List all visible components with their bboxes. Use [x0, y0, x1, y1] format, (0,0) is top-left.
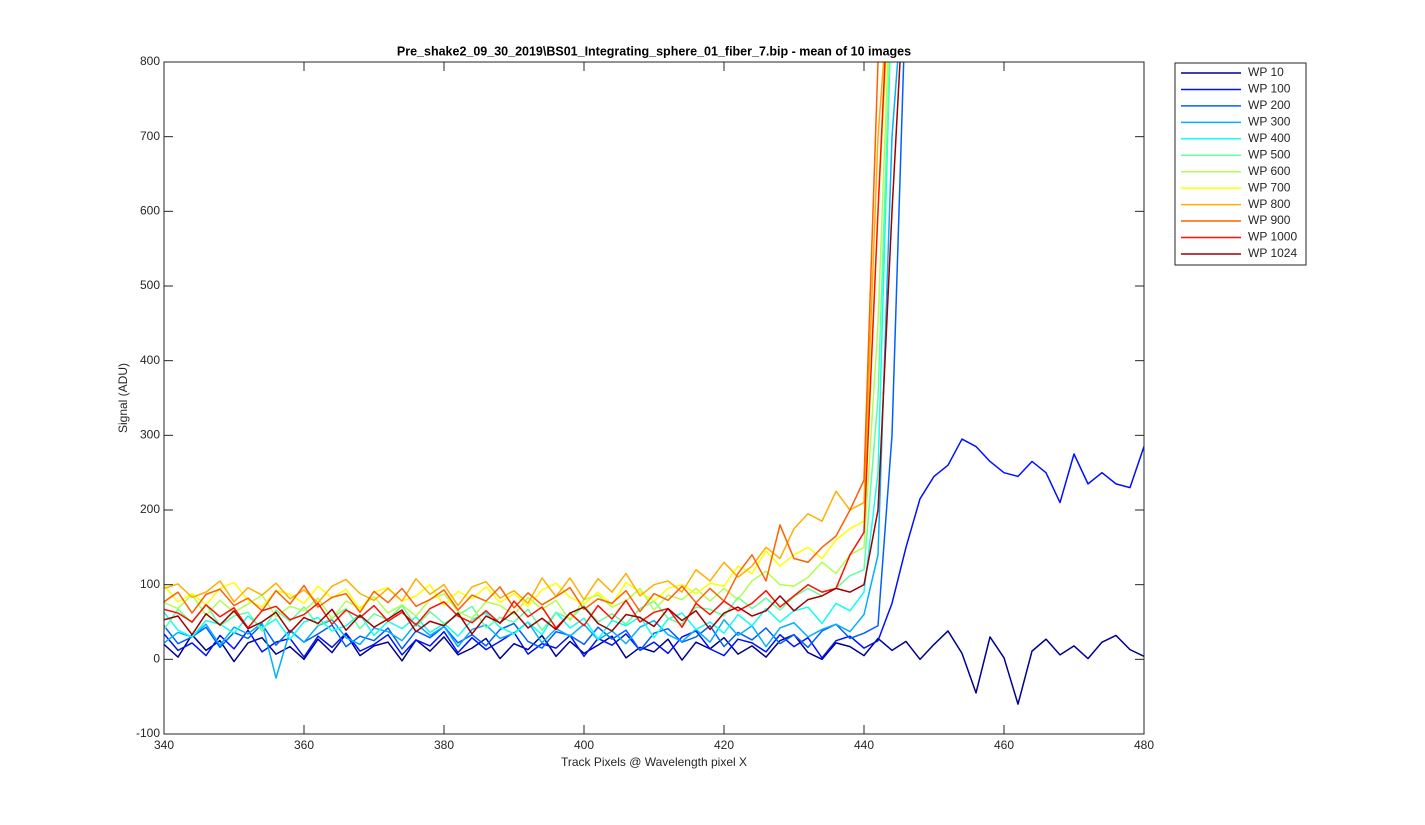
chart-title: Pre_shake2_09_30_2019\BS01_Integrating_s… [397, 44, 911, 58]
series-line [164, 62, 886, 629]
y-tick-label: 100 [140, 577, 160, 591]
legend-label: WP 400 [1248, 131, 1291, 145]
y-tick-label: 600 [140, 204, 160, 218]
legend-label: WP 200 [1248, 98, 1291, 112]
series-line [164, 62, 889, 622]
series-line [164, 62, 879, 614]
y-tick-label: 800 [140, 54, 160, 68]
legend-label: WP 800 [1248, 197, 1291, 211]
series-line [164, 62, 891, 632]
legend-label: WP 900 [1248, 213, 1291, 227]
x-axis-label: Track Pixels @ Wavelength pixel X [561, 755, 747, 769]
y-tick-label: 200 [140, 502, 160, 516]
x-tick-label: 480 [1134, 738, 1154, 752]
series-line [164, 62, 901, 636]
x-tick-label: 360 [294, 738, 314, 752]
y-tick-label: 700 [140, 129, 160, 143]
y-axis-label: Signal (ADU) [116, 363, 130, 433]
series-line [164, 62, 891, 640]
series-line [164, 630, 1144, 705]
legend-label: WP 100 [1248, 82, 1291, 96]
legend-box [1174, 62, 1307, 266]
series-line [164, 438, 1144, 659]
y-tick-label: 0 [153, 652, 160, 666]
legend-label: WP 1000 [1248, 230, 1297, 244]
x-tick-label: 380 [434, 738, 454, 752]
series-line [164, 62, 885, 607]
y-tick-label: 300 [140, 428, 160, 442]
axes-box [163, 61, 1145, 735]
y-tick-label: 500 [140, 278, 160, 292]
legend-label: WP 10 [1248, 65, 1284, 79]
x-tick-label: 340 [154, 738, 174, 752]
plot-lines [164, 62, 1144, 705]
x-tick-label: 460 [994, 738, 1014, 752]
y-tick-label: -100 [136, 726, 160, 740]
legend-label: WP 1024 [1248, 246, 1297, 260]
series-line [164, 62, 905, 652]
legend-label: WP 300 [1248, 115, 1291, 129]
y-tick-label: 400 [140, 353, 160, 367]
legend-label: WP 500 [1248, 147, 1291, 161]
legend-label: WP 600 [1248, 164, 1291, 178]
x-tick-label: 400 [574, 738, 594, 752]
x-tick-label: 420 [714, 738, 734, 752]
x-tick-label: 440 [854, 738, 874, 752]
series-line [164, 62, 899, 679]
legend-label: WP 700 [1248, 180, 1291, 194]
